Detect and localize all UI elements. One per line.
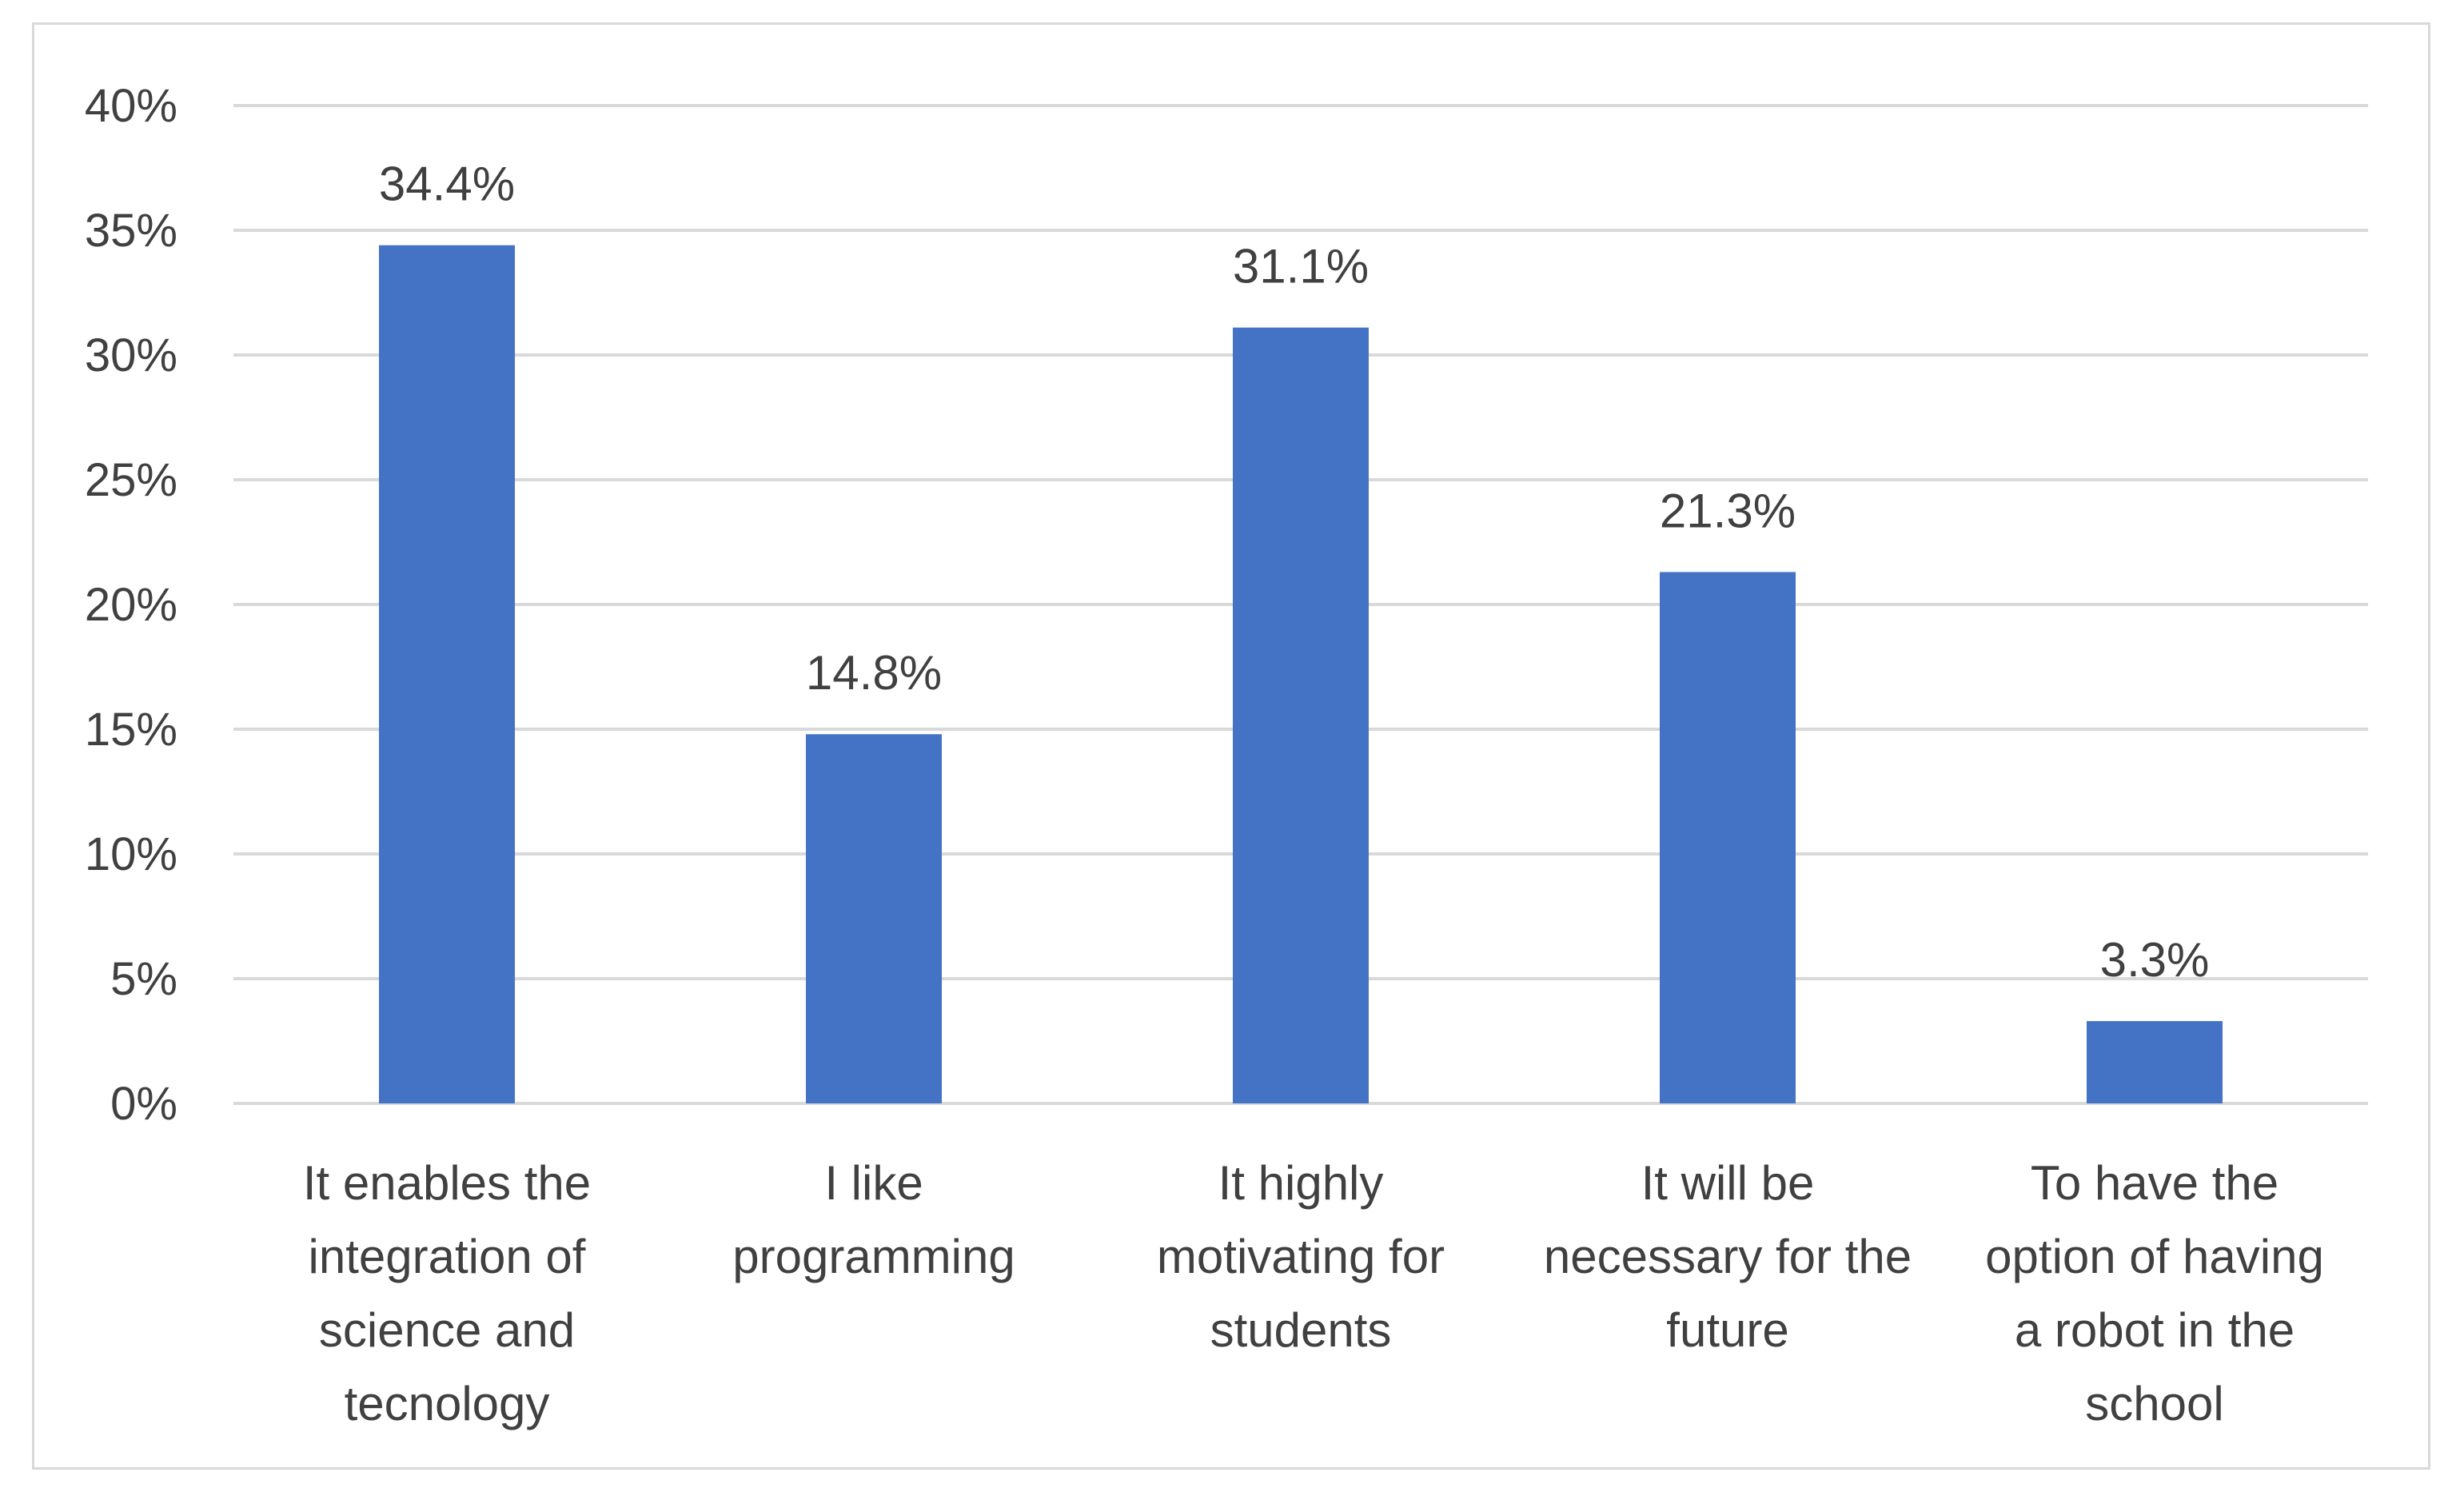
y-tick-label: 20%	[85, 579, 177, 631]
x-category-label: science and	[319, 1303, 575, 1357]
y-tick-label: 30%	[85, 329, 177, 381]
bar	[379, 245, 515, 1104]
data-label: 14.8%	[806, 646, 942, 700]
x-category-label: It highly	[1218, 1156, 1384, 1210]
x-category-label: integration of	[309, 1230, 586, 1283]
data-labels: 34.4% 14.8% 31.1% 21.3% 3.3%	[379, 158, 2209, 987]
x-category-label: school	[2085, 1377, 2223, 1430]
y-tick-label: 15%	[85, 704, 177, 756]
bar	[1233, 327, 1369, 1103]
y-tick-label: 25%	[85, 454, 177, 506]
x-category-label: future	[1666, 1303, 1788, 1357]
x-category-label: It enables the	[303, 1156, 591, 1210]
bar	[2087, 1021, 2223, 1103]
bars	[379, 245, 2223, 1104]
bar	[1660, 572, 1796, 1103]
x-category-label: To have the	[2031, 1156, 2279, 1210]
x-category-label: a robot in the	[2015, 1303, 2295, 1357]
data-label: 34.4%	[379, 158, 515, 211]
x-category-label: programming	[732, 1230, 1015, 1283]
data-label: 31.1%	[1233, 240, 1369, 293]
x-category-label: tecnology	[345, 1377, 550, 1430]
bar	[806, 734, 942, 1103]
x-axis-category-labels: It enables the integration of science and t…	[303, 1156, 2324, 1430]
y-axis-tick-labels: 0% 5% 10% 15% 20% 25% 30% 35% 40%	[85, 80, 177, 1130]
data-label: 3.3%	[2100, 933, 2210, 987]
x-category-label: motivating for	[1157, 1230, 1445, 1283]
x-category-label: students	[1210, 1303, 1392, 1357]
y-tick-label: 0%	[110, 1078, 177, 1130]
y-tick-label: 35%	[85, 205, 177, 257]
y-tick-label: 10%	[85, 828, 177, 880]
x-category-label: I like	[824, 1156, 923, 1210]
x-category-label: necessary for the	[1544, 1230, 1912, 1283]
y-tick-label: 40%	[85, 80, 177, 132]
x-category-label: option of having	[1985, 1230, 2324, 1283]
data-label: 21.3%	[1660, 484, 1796, 537]
y-tick-label: 5%	[110, 953, 177, 1005]
x-category-label: It will be	[1641, 1156, 1815, 1210]
